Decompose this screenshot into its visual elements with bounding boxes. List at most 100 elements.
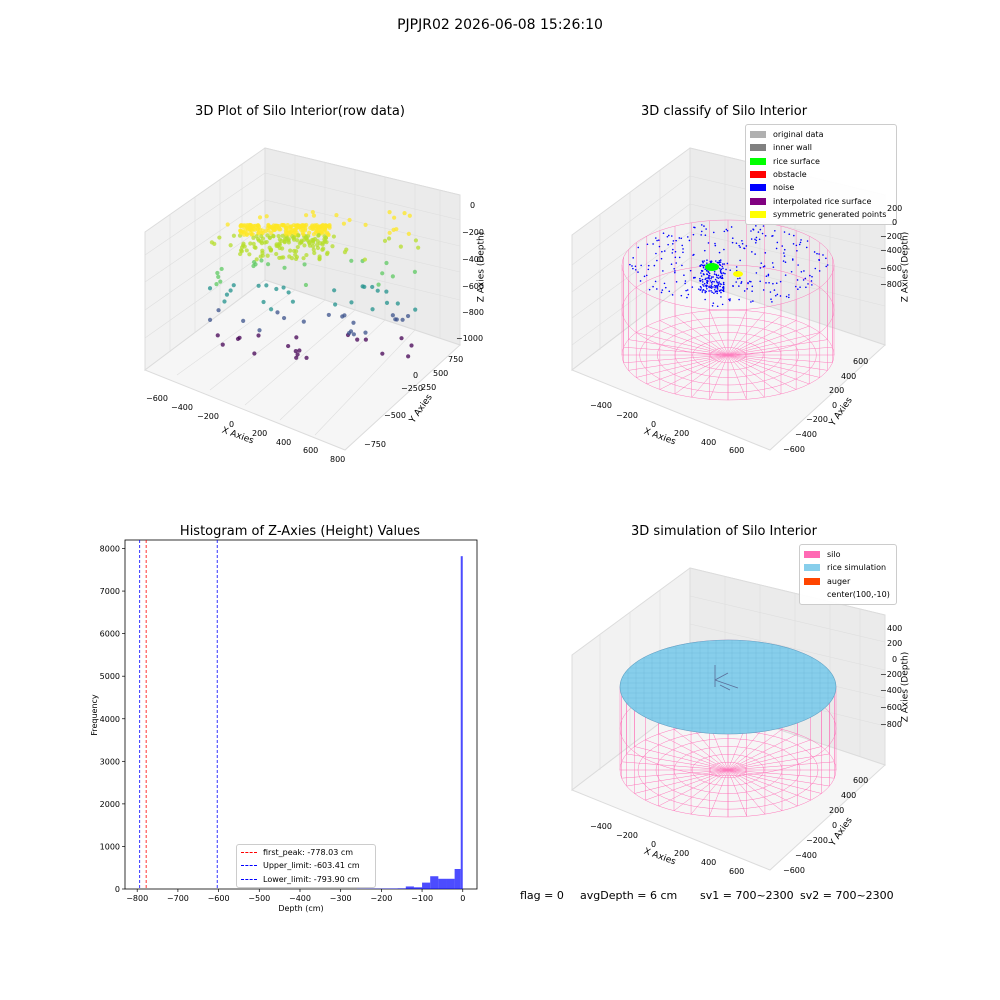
silo-ring	[709, 761, 747, 779]
scatter-point	[307, 241, 312, 246]
p1-xtick: −200	[197, 412, 219, 421]
histogram-yticks: 0 1000 2000 3000 4000 5000 6000 7000 8000	[100, 545, 125, 894]
legend-item-rice-surface: rice surface	[750, 155, 892, 168]
scatter-point	[413, 238, 419, 243]
noise-point	[652, 285, 654, 288]
noise-point	[686, 296, 688, 299]
noise-point	[704, 278, 707, 281]
panel1-title: 3D Plot of Silo Interior(row data)	[195, 104, 405, 119]
rice-simulation-surface	[619, 639, 837, 735]
scatter-point	[277, 245, 282, 251]
p4-ztick: −600	[880, 703, 902, 712]
scatter-point	[301, 319, 306, 324]
noise-point	[711, 291, 713, 294]
noise-point	[671, 243, 674, 245]
noise-point	[699, 280, 702, 282]
scatter-point	[274, 251, 279, 257]
scatter-point	[228, 243, 233, 248]
histogram-bars	[356, 556, 463, 889]
noise-point	[708, 285, 710, 288]
scatter-point	[322, 223, 327, 228]
noise-point	[717, 274, 720, 277]
noise-point	[814, 267, 817, 270]
noise-point	[825, 257, 827, 260]
scatter-point	[253, 262, 258, 267]
panel1-points	[207, 209, 421, 360]
noise-point	[738, 298, 740, 301]
noise-point	[675, 239, 677, 242]
noise-point	[723, 263, 726, 265]
noise-point	[759, 228, 762, 231]
noise-point	[710, 285, 713, 288]
panel2-silo-wireframe	[621, 219, 835, 401]
scatter-point	[296, 233, 301, 238]
noise-point	[643, 275, 646, 278]
noise-point	[810, 280, 813, 282]
scatter-point	[347, 217, 352, 223]
p1-xtick: 400	[276, 438, 292, 447]
scatter-point	[293, 349, 298, 354]
noise-point	[713, 292, 715, 295]
scatter-point	[251, 235, 256, 240]
noise-point	[732, 284, 734, 287]
noise-point	[714, 244, 717, 247]
scatter-point	[384, 289, 389, 294]
scatter-point	[271, 223, 276, 228]
scatter-point	[261, 299, 266, 305]
panel4-plot	[570, 567, 886, 871]
noise-point	[670, 235, 673, 237]
noise-point	[768, 282, 770, 284]
noise-point	[771, 262, 774, 264]
noise-point	[711, 280, 714, 283]
status-flag: flag = 0	[520, 889, 564, 902]
p2-ztick: 200	[887, 204, 903, 213]
p4-xtick: 600	[729, 867, 745, 876]
scatter-point	[207, 317, 213, 322]
scatter-point	[254, 234, 259, 239]
p4-xtick: 0	[651, 840, 657, 849]
scatter-point	[281, 285, 286, 290]
noise-point	[720, 291, 722, 294]
noise-point	[822, 254, 824, 256]
p4-ytick: −200	[806, 836, 828, 845]
legend-item-upper-limit: Upper_limit: -603.41 cm	[241, 859, 371, 872]
legend-item-original-data: original data	[750, 128, 892, 141]
noise-point	[654, 237, 657, 239]
scatter-point	[245, 223, 250, 228]
noise-point	[660, 257, 663, 260]
noise-point	[723, 283, 725, 286]
histogram-ytick-label: 5000	[100, 672, 120, 681]
noise-point	[699, 289, 702, 291]
p2-xtick: −200	[616, 411, 638, 420]
scatter-point	[286, 290, 291, 295]
scatter-point	[322, 230, 327, 235]
scatter-point	[276, 233, 281, 239]
noise-point	[775, 282, 778, 285]
noise-point	[706, 279, 708, 282]
p1-ztick: −200	[462, 228, 484, 237]
noise-point	[714, 260, 717, 262]
noise-point	[634, 265, 637, 268]
scatter-point	[257, 328, 262, 333]
scatter-point	[264, 283, 269, 288]
scatter-point	[260, 253, 265, 258]
scatter-point	[277, 227, 282, 232]
noise-point	[652, 243, 654, 245]
panel2-plot	[570, 147, 886, 451]
histogram-xtick-label: −500	[248, 894, 270, 903]
scatter-point	[225, 222, 230, 227]
noise-point	[704, 234, 707, 236]
p4-ztick: 400	[887, 624, 903, 633]
scatter-point	[274, 286, 279, 292]
p1-ztick: 0	[470, 201, 476, 210]
histogram-ytick-label: 8000	[100, 545, 120, 554]
histogram-bar	[454, 868, 461, 889]
scatter-point	[256, 333, 261, 338]
noise-point	[707, 270, 709, 273]
noise-point	[726, 262, 729, 265]
scatter-point	[370, 307, 375, 312]
scatter-point	[320, 242, 325, 247]
silo-ring	[691, 754, 765, 786]
noise-point	[712, 231, 715, 234]
scatter-point	[351, 320, 356, 325]
